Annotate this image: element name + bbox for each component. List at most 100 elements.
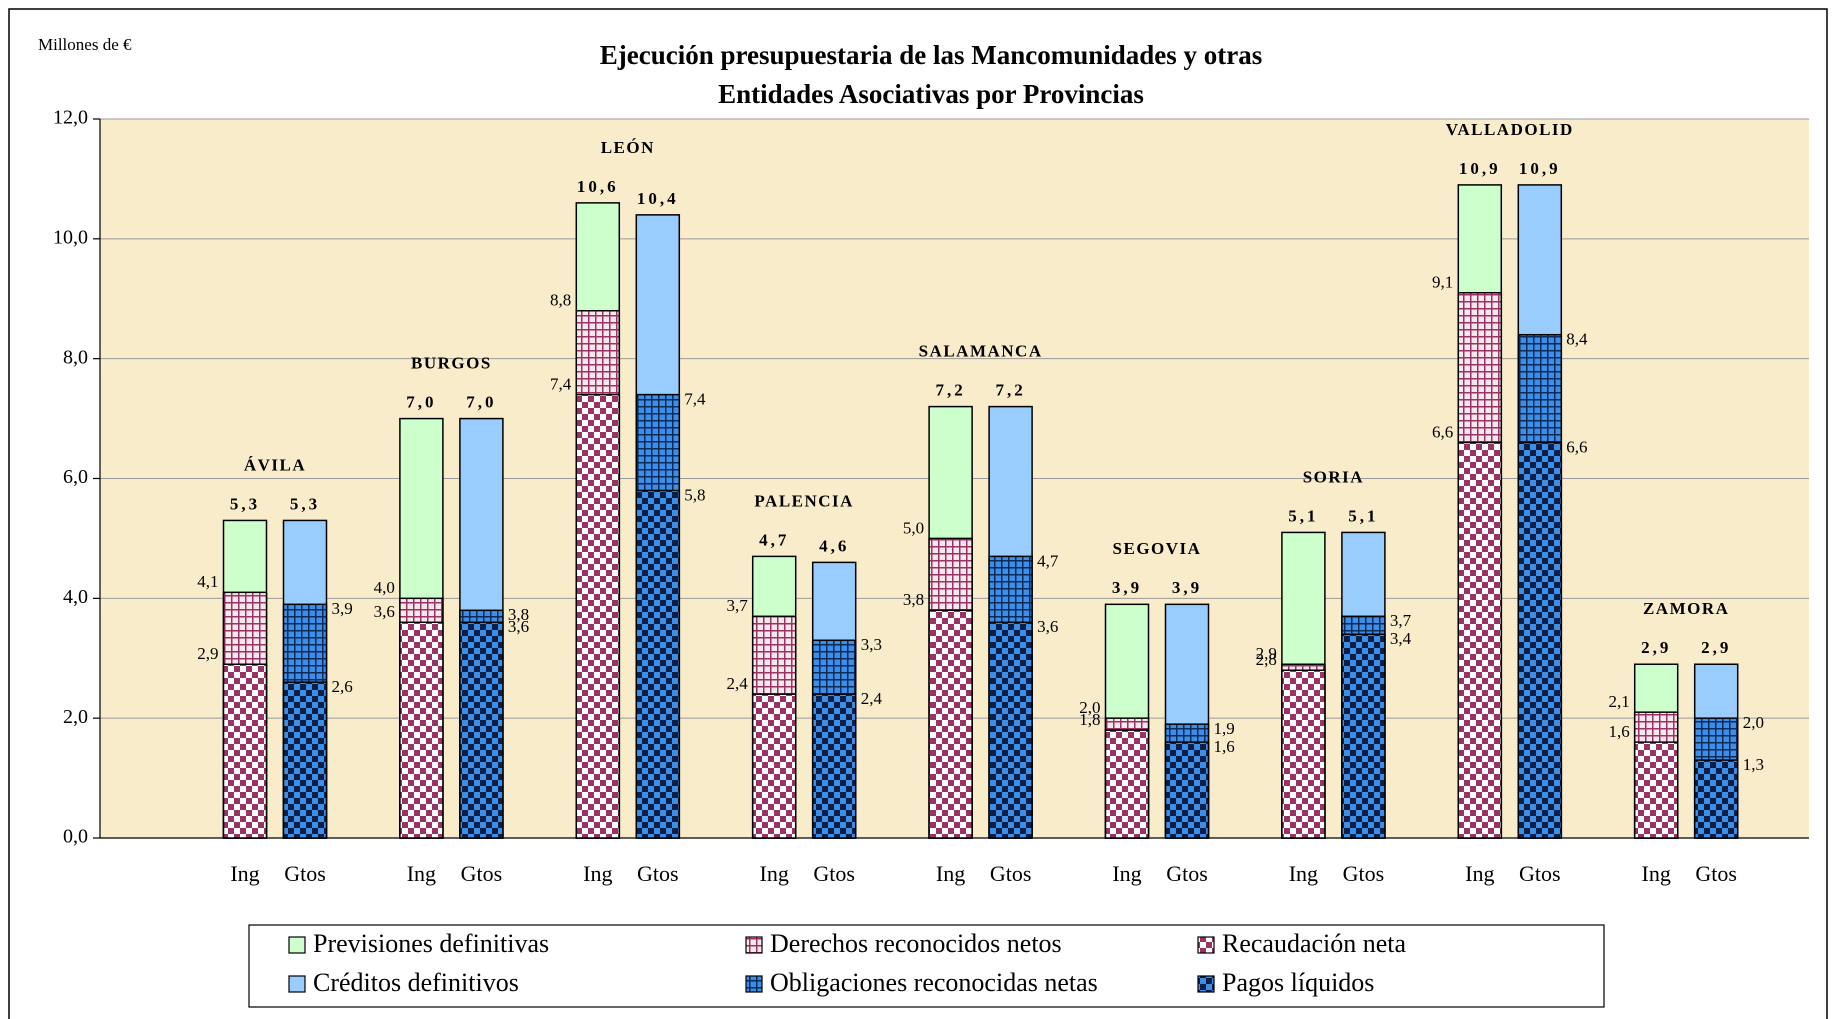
value-label: 3,6 bbox=[374, 602, 395, 621]
value-label: 2,9 bbox=[1641, 638, 1671, 657]
y-tick-label: 0,0 bbox=[63, 826, 88, 848]
x-tick-label: Gtos bbox=[1343, 861, 1385, 886]
chart-title: Ejecución presupuestaria de las Mancomun… bbox=[600, 40, 1263, 70]
y-tick-label: 4,0 bbox=[63, 586, 88, 608]
value-label: 3,4 bbox=[1390, 629, 1412, 648]
value-label: 2,4 bbox=[726, 674, 748, 693]
legend-label: Créditos definitivos bbox=[313, 968, 519, 997]
legend-label: Previsiones definitivas bbox=[313, 929, 549, 958]
value-label: 3,6 bbox=[1037, 617, 1058, 636]
value-label: 7,4 bbox=[684, 390, 706, 409]
x-tick-label: Gtos bbox=[1166, 861, 1208, 886]
bar bbox=[1457, 441, 1503, 839]
legend-label: Obligaciones reconocidas netas bbox=[770, 968, 1098, 997]
value-label: 2,1 bbox=[1608, 692, 1629, 711]
value-label: 6,6 bbox=[1566, 437, 1587, 456]
value-label: 3,8 bbox=[508, 605, 529, 624]
category-label: BURGOS bbox=[411, 353, 492, 372]
value-label: 7,0 bbox=[406, 392, 436, 411]
value-label: 3,9 bbox=[1112, 578, 1142, 597]
chart-title: Entidades Asociativas por Provincias bbox=[718, 79, 1144, 109]
value-label: 5,3 bbox=[230, 494, 260, 513]
value-label: 5,1 bbox=[1348, 506, 1378, 525]
legend-swatch bbox=[745, 936, 763, 954]
value-label: 5,1 bbox=[1288, 506, 1318, 525]
category-label: ÁVILA bbox=[244, 455, 306, 474]
legend-label: Pagos líquidos bbox=[1222, 968, 1374, 997]
value-label: 4,0 bbox=[374, 578, 395, 597]
value-label: 7,2 bbox=[935, 381, 965, 400]
x-tick-label: Gtos bbox=[284, 861, 326, 886]
legend-swatch bbox=[745, 975, 763, 993]
value-label: 3,8 bbox=[903, 590, 924, 609]
y-tick-label: 10,0 bbox=[53, 226, 88, 248]
value-label: 3,7 bbox=[1390, 611, 1412, 630]
bar bbox=[635, 489, 681, 839]
value-label: 2,6 bbox=[332, 677, 353, 696]
value-label: 8,8 bbox=[550, 291, 571, 310]
value-label: 1,9 bbox=[1214, 719, 1235, 738]
bar bbox=[1517, 441, 1563, 839]
y-tick-label: 8,0 bbox=[63, 346, 88, 368]
bar bbox=[988, 621, 1033, 839]
value-label: 3,9 bbox=[1172, 578, 1202, 597]
value-label: 10,6 bbox=[577, 177, 619, 196]
x-tick-label: Ing bbox=[936, 861, 965, 886]
x-tick-label: Ing bbox=[1642, 861, 1671, 886]
x-tick-label: Gtos bbox=[813, 861, 855, 886]
category-label: SORIA bbox=[1303, 467, 1364, 486]
bar bbox=[811, 693, 857, 839]
value-label: 3,6 bbox=[508, 617, 529, 636]
bar bbox=[1104, 729, 1150, 839]
value-label: 1,6 bbox=[1608, 722, 1629, 741]
value-label: 4,6 bbox=[819, 536, 849, 555]
category-label: SEGOVIA bbox=[1113, 539, 1202, 558]
value-label: 2,0 bbox=[1079, 698, 1100, 717]
value-label: 5,0 bbox=[903, 518, 924, 537]
x-tick-label: Ing bbox=[1112, 861, 1141, 886]
bar bbox=[222, 663, 268, 839]
y-tick-label: 2,0 bbox=[63, 706, 88, 728]
value-label: 1,8 bbox=[1079, 710, 1100, 729]
category-label: LEÓN bbox=[601, 138, 655, 157]
bar bbox=[1281, 669, 1326, 839]
category-label: PALENCIA bbox=[754, 491, 854, 510]
value-label: 2,9 bbox=[1256, 644, 1277, 663]
value-label: 10,9 bbox=[1519, 159, 1561, 178]
value-label: 2,8 bbox=[1256, 650, 1277, 669]
value-label: 10,4 bbox=[637, 189, 679, 208]
value-label: 7,4 bbox=[550, 375, 572, 394]
value-label: 1,6 bbox=[1214, 737, 1235, 756]
x-tick-label: Gtos bbox=[637, 861, 679, 886]
bar bbox=[751, 693, 797, 839]
legend-swatch bbox=[1197, 936, 1215, 954]
bar bbox=[1633, 741, 1679, 839]
value-label: 2,0 bbox=[1743, 713, 1764, 732]
x-tick-label: Gtos bbox=[1519, 861, 1561, 886]
bar bbox=[1341, 633, 1386, 839]
legend-swatch bbox=[1197, 975, 1215, 993]
value-label: 2,9 bbox=[1701, 638, 1731, 657]
category-label: VALLADOLID bbox=[1446, 120, 1574, 139]
value-label: 3,7 bbox=[726, 596, 748, 615]
value-label: 4,7 bbox=[759, 530, 789, 549]
bar bbox=[1693, 759, 1739, 839]
unit-label: Millones de € bbox=[38, 35, 132, 54]
legend-swatch bbox=[288, 936, 306, 954]
value-label: 3,3 bbox=[861, 635, 882, 654]
value-label: 7,0 bbox=[466, 392, 496, 411]
value-label: 7,2 bbox=[995, 381, 1025, 400]
value-label: 9,1 bbox=[1432, 273, 1453, 292]
x-tick-label: Ing bbox=[760, 861, 789, 886]
value-label: 4,7 bbox=[1037, 551, 1059, 570]
value-label: 4,1 bbox=[197, 572, 218, 591]
y-tick-label: 6,0 bbox=[63, 466, 88, 488]
bar bbox=[928, 609, 973, 839]
x-tick-label: Ing bbox=[583, 861, 612, 886]
legend-label: Derechos reconocidos netos bbox=[770, 929, 1062, 958]
value-label: 6,6 bbox=[1432, 422, 1453, 441]
x-tick-label: Gtos bbox=[461, 861, 503, 886]
y-tick-label: 12,0 bbox=[53, 107, 88, 129]
value-label: 8,4 bbox=[1566, 330, 1588, 349]
